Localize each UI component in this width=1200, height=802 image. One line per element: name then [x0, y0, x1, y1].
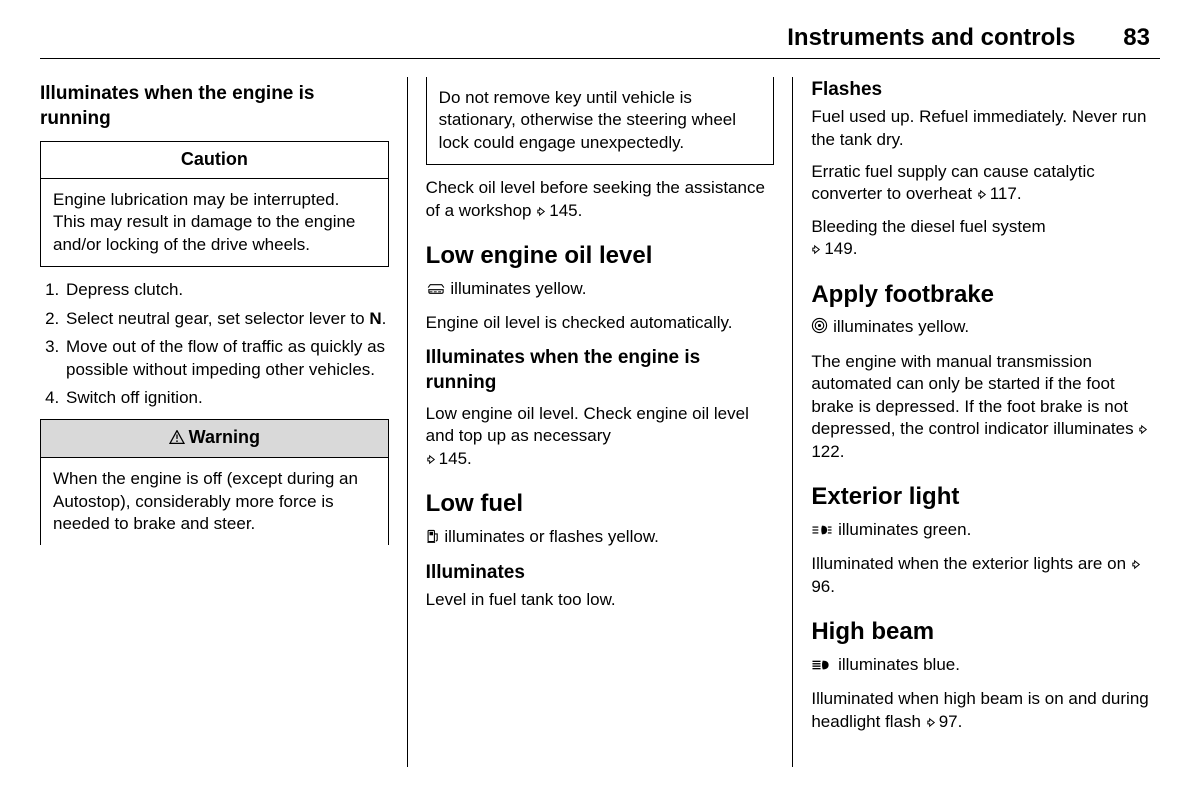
caution-title: Caution [41, 142, 388, 179]
warning-triangle-icon [169, 427, 185, 451]
list-item: Depress clutch. [64, 279, 389, 301]
caution-body: Engine lubrication may be interrupted. T… [41, 179, 388, 266]
step-text: Select neutral gear, set selector lever … [66, 309, 369, 328]
bold-n: N [369, 309, 381, 328]
paragraph: The engine with manual transmission auto… [811, 351, 1160, 463]
text: Check oil level before seeking the assis… [426, 178, 765, 219]
paragraph: Engine oil level is checked automaticall… [426, 312, 775, 334]
chapter-title: Instruments and controls [787, 24, 1075, 52]
page-ref: 145. [549, 201, 582, 220]
continued-box: Do not remove key until vehicle is stati… [426, 77, 775, 165]
paragraph: Level in fuel tank too low. [426, 589, 775, 611]
warning-box: Warning When the engine is off (except d… [40, 419, 389, 545]
paragraph: illuminates yellow. [426, 278, 775, 302]
heading-low-fuel: Low fuel [426, 488, 775, 520]
text: Bleeding the diesel fuel system [811, 217, 1045, 236]
paragraph: illuminates blue. [811, 654, 1160, 678]
paragraph: Fuel used up. Refuel immediately. Never … [811, 106, 1160, 151]
text: Erratic fuel supply can cause catalytic … [811, 162, 1094, 203]
page-ref-arrow-icon [977, 184, 990, 203]
text: illuminates green. [833, 520, 971, 539]
caution-box: Caution Engine lubrication may be interr… [40, 141, 389, 267]
column-2: Do not remove key until vehicle is stati… [408, 77, 793, 767]
text: Low engine oil level. Check engine oil l… [426, 404, 749, 445]
page-header: Instruments and controls 83 [40, 24, 1160, 52]
paragraph: Bleeding the diesel fuel system 149. [811, 216, 1160, 261]
footbrake-icon [811, 317, 828, 340]
page-ref-arrow-icon [811, 239, 824, 258]
text: illuminates blue. [833, 655, 960, 674]
warning-label: Warning [189, 427, 260, 447]
page-ref: 145. [439, 449, 472, 468]
page-ref-arrow-icon [426, 449, 439, 468]
fuel-pump-icon [426, 528, 440, 550]
heading-high-beam: High beam [811, 616, 1160, 648]
continued-box-body: Do not remove key until vehicle is stati… [427, 77, 774, 164]
heading-illuminates-running-2: Illuminates when the engine is running [426, 345, 775, 395]
heading-footbrake: Apply footbrake [811, 279, 1160, 311]
text: Illuminated when high beam is on and dur… [811, 689, 1148, 730]
paragraph: illuminates or flashes yellow. [426, 526, 775, 550]
page-ref: 97. [939, 712, 963, 731]
heading-illuminates-running: Illuminates when the engine is running [40, 81, 389, 131]
list-item: Switch off ignition. [64, 387, 389, 409]
text: illuminates yellow. [828, 317, 969, 336]
page-ref: 149. [824, 239, 857, 258]
paragraph: Low engine oil level. Check engine oil l… [426, 403, 775, 470]
page-ref: 96. [811, 577, 835, 596]
page-ref: 122. [811, 442, 844, 461]
paragraph: illuminates yellow. [811, 316, 1160, 340]
list-item: Move out of the flow of traffic as quick… [64, 336, 389, 381]
warning-title: Warning [41, 420, 388, 458]
text: The engine with manual transmission auto… [811, 352, 1138, 438]
paragraph: Erratic fuel supply can cause catalytic … [811, 161, 1160, 206]
page-ref-arrow-icon [1131, 554, 1144, 573]
content-columns: Illuminates when the engine is running C… [40, 77, 1160, 767]
list-item: Select neutral gear, set selector lever … [64, 308, 389, 330]
exterior-light-icon [811, 521, 833, 543]
heading-flashes: Flashes [811, 77, 1160, 102]
paragraph: illuminates green. [811, 519, 1160, 543]
page-ref: 117. [990, 184, 1022, 203]
column-1: Illuminates when the engine is running C… [40, 77, 407, 767]
page-ref-arrow-icon [926, 712, 939, 731]
text: illuminates or flashes yellow. [440, 527, 659, 546]
page-ref-arrow-icon [536, 201, 549, 220]
paragraph: Check oil level before seeking the assis… [426, 177, 775, 222]
column-3: Flashes Fuel used up. Refuel immediately… [793, 77, 1160, 767]
text: Illuminated when the exterior lights are… [811, 554, 1130, 573]
heading-low-oil: Low engine oil level [426, 240, 775, 272]
page-ref-arrow-icon [1138, 419, 1151, 438]
oil-level-icon [426, 280, 446, 302]
procedure-list: Depress clutch. Select neutral gear, set… [40, 279, 389, 409]
heading-exterior-light: Exterior light [811, 481, 1160, 513]
page-number: 83 [1123, 24, 1150, 52]
paragraph: Illuminated when high beam is on and dur… [811, 688, 1160, 733]
high-beam-icon [811, 656, 833, 678]
paragraph: Illuminated when the exterior lights are… [811, 553, 1160, 598]
header-rule [40, 58, 1160, 59]
heading-illuminates: Illuminates [426, 560, 775, 585]
warning-body: When the engine is off (except during an… [41, 458, 388, 545]
text: illuminates yellow. [446, 279, 587, 298]
